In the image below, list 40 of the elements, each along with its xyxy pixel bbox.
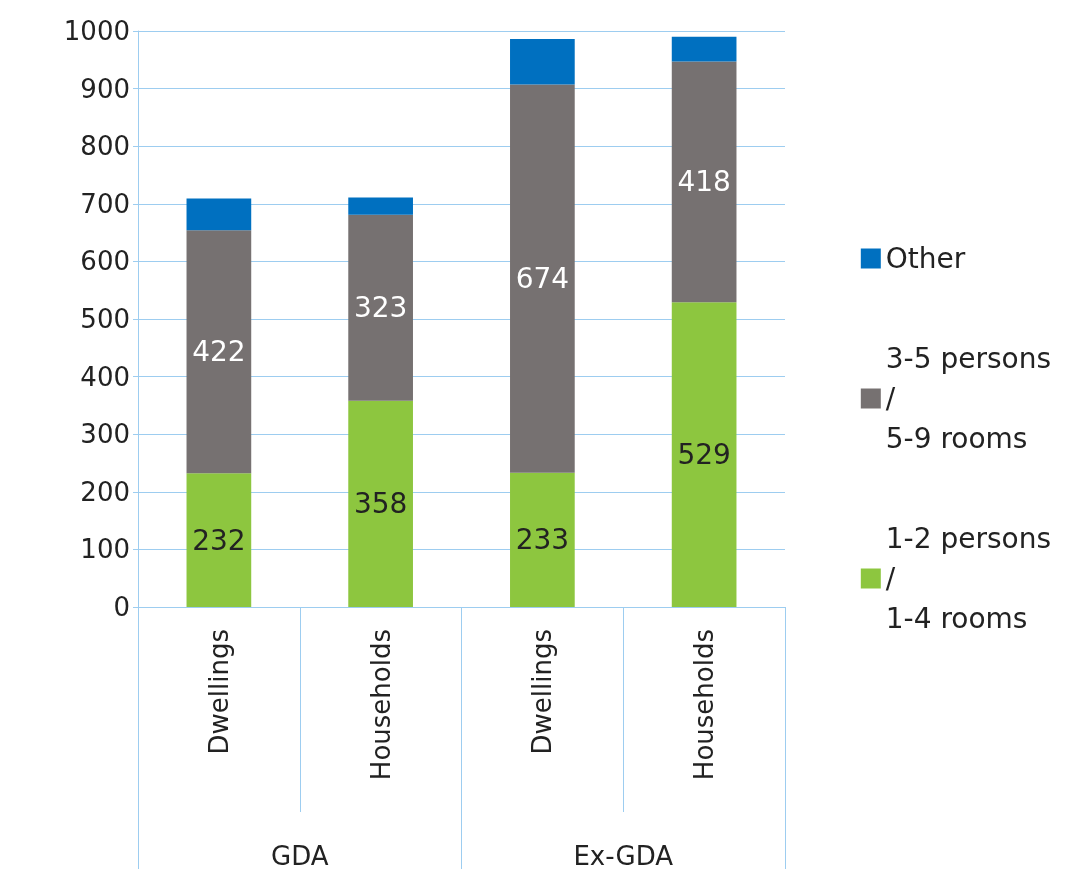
y-tick-label: 700 (80, 188, 130, 219)
bar (186, 230, 252, 474)
y-tick-label: 900 (80, 73, 130, 104)
data-label: 422 (192, 335, 246, 369)
text: Ex-GDA (573, 841, 674, 871)
data-label: 323 (353, 291, 408, 325)
data-label: 418 (677, 165, 731, 199)
data-label: 233 (515, 523, 570, 557)
y-tick-label: 800 (80, 131, 130, 162)
data-label: 358 (353, 487, 408, 521)
data-label: 674 (515, 262, 570, 296)
bar (671, 61, 737, 303)
y-tick-label: 200 (80, 476, 130, 507)
y-tick-label: 600 (80, 246, 130, 277)
data-label: 529 (677, 438, 731, 472)
bar (186, 198, 252, 231)
legend-label: 3-5 persons / 5-9 rooms (885, 342, 1052, 455)
data-label: 232 (192, 523, 246, 557)
bar (671, 302, 737, 607)
x-tick-label: Dwellings (527, 629, 558, 755)
bar (510, 39, 575, 85)
bar (348, 197, 413, 215)
y-tick-label: 0 (113, 592, 130, 622)
bar (186, 473, 252, 607)
bar (348, 214, 413, 401)
y-tick-label: 500 (80, 304, 130, 334)
y-tick-label: 100 (80, 534, 130, 565)
text: GDA (271, 841, 329, 871)
y-tick-label: 300 (80, 419, 130, 450)
bar (671, 36, 737, 62)
x-tick-label: Households (365, 629, 396, 781)
y-tick-label: 400 (80, 361, 130, 392)
legend-label: 1-2 persons / 1-4 rooms (885, 522, 1052, 635)
x-tick-label: Dwellings (203, 629, 234, 755)
bar (510, 84, 575, 473)
x-tick-label: Households (689, 629, 720, 781)
bar (510, 472, 575, 607)
y-tick-label: 1000 (63, 16, 130, 46)
bar (348, 400, 413, 607)
legend-label: Other (885, 242, 966, 275)
